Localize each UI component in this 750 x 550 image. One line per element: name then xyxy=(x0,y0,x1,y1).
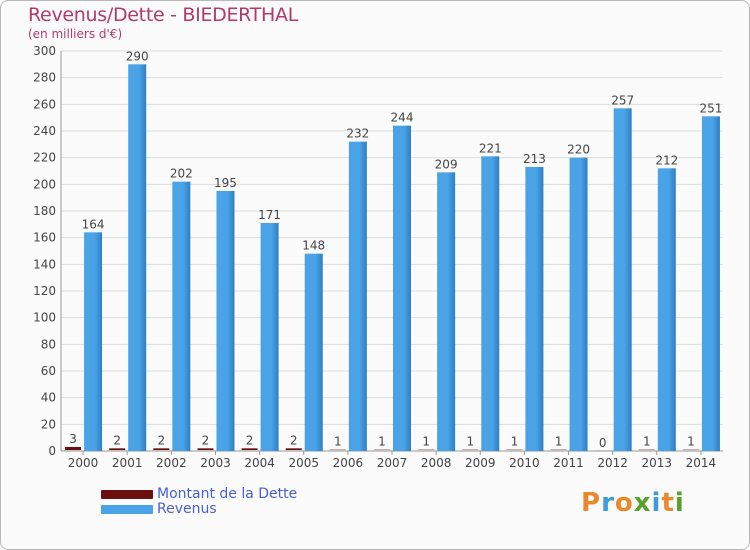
x-tick-label: 2009 xyxy=(465,456,496,470)
revenue-bar xyxy=(304,253,323,451)
revenue-data-label: 221 xyxy=(479,141,502,155)
revenue-bar xyxy=(260,223,279,451)
legend-label-revenue: Revenus xyxy=(157,501,217,517)
revenue-data-label: 171 xyxy=(258,208,281,222)
y-tick-label: 40 xyxy=(41,391,56,405)
revenue-bar xyxy=(437,172,456,452)
revenue-data-label: 148 xyxy=(302,239,325,253)
x-tick-label: 2014 xyxy=(686,456,717,470)
x-tick-label: 2010 xyxy=(509,456,540,470)
x-tick-label: 2002 xyxy=(156,456,187,470)
y-tick-label: 160 xyxy=(33,231,56,245)
y-tick-label: 240 xyxy=(33,124,56,138)
revenue-data-label: 251 xyxy=(699,101,722,115)
x-tick-label: 2008 xyxy=(421,456,452,470)
debt-data-label: 1 xyxy=(511,435,519,449)
revenue-data-label: 212 xyxy=(655,153,678,167)
revenue-bar xyxy=(84,232,103,451)
revenue-data-label: 213 xyxy=(523,152,546,166)
y-tick-label: 200 xyxy=(33,177,56,191)
debt-bar xyxy=(153,448,170,451)
revenue-data-label: 232 xyxy=(346,127,369,141)
y-tick-label: 20 xyxy=(41,417,56,431)
debt-data-label: 2 xyxy=(158,433,166,447)
legend-label-debt: Montant de la Dette xyxy=(157,486,298,502)
debt-bar xyxy=(285,448,302,451)
y-tick-label: 120 xyxy=(33,284,56,298)
revenue-data-label: 290 xyxy=(126,49,149,63)
y-tick-label: 260 xyxy=(33,97,56,111)
y-tick-label: 220 xyxy=(33,151,56,165)
revenue-bar xyxy=(657,168,676,452)
revenue-bar xyxy=(525,167,544,451)
x-tick-label: 2006 xyxy=(333,456,364,470)
revenue-bar xyxy=(393,125,411,452)
debt-data-label: 1 xyxy=(334,435,342,449)
logo-letter: x xyxy=(633,488,652,518)
chart-unit-label: (en milliers d'€) xyxy=(28,27,123,41)
chart-title: Revenus/Dette - BIEDERTHAL xyxy=(28,4,298,26)
debt-bar xyxy=(241,448,258,451)
revenue-bar xyxy=(348,141,367,451)
debt-data-label: 1 xyxy=(555,435,563,449)
y-tick-label: 140 xyxy=(33,257,56,271)
revenue-data-label: 164 xyxy=(82,217,105,231)
logo-letter: r xyxy=(601,488,615,518)
x-tick-label: 2003 xyxy=(200,456,231,470)
debt-bar xyxy=(197,448,214,451)
revenue-data-label: 257 xyxy=(611,93,634,107)
revenue-data-label: 220 xyxy=(567,143,590,157)
debt-bar xyxy=(109,448,126,451)
x-tick-label: 2012 xyxy=(597,456,628,470)
revenue-bar xyxy=(128,64,147,452)
revenue-bar xyxy=(613,108,632,451)
y-tick-label: 60 xyxy=(41,364,56,378)
x-tick-label: 2005 xyxy=(288,456,319,470)
y-tick-label: 80 xyxy=(41,337,56,351)
debt-data-label: 1 xyxy=(378,435,386,449)
debt-data-label: 3 xyxy=(69,432,77,446)
y-tick-label: 100 xyxy=(33,311,56,325)
revenue-bar xyxy=(216,191,235,451)
debt-data-label: 1 xyxy=(422,435,430,449)
revenue-data-label: 209 xyxy=(435,157,458,171)
x-tick-label: 2013 xyxy=(642,456,673,470)
y-tick-label: 280 xyxy=(33,71,56,85)
x-tick-label: 2007 xyxy=(377,456,408,470)
revenue-bar xyxy=(569,157,588,451)
debt-data-label: 2 xyxy=(113,433,121,447)
debt-data-label: 2 xyxy=(202,433,210,447)
logo-letter: P xyxy=(581,488,602,518)
revenue-data-label: 202 xyxy=(170,167,193,181)
debt-data-label: 2 xyxy=(290,433,298,447)
revenue-bar xyxy=(701,116,720,451)
legend-swatch-revenue xyxy=(101,505,153,514)
logo-letter: t xyxy=(661,488,675,518)
y-tick-label: 180 xyxy=(33,204,56,218)
x-tick-label: 2011 xyxy=(553,456,584,470)
debt-data-label: 2 xyxy=(246,433,254,447)
x-tick-label: 2001 xyxy=(112,456,143,470)
proxiti-logo: Proxiti xyxy=(581,488,685,518)
logo-letter: i xyxy=(674,488,685,518)
debt-data-label: 1 xyxy=(687,435,695,449)
revenue-bar xyxy=(481,156,500,452)
revenue-bar xyxy=(172,181,191,451)
x-tick-label: 2000 xyxy=(68,456,99,470)
debt-data-label: 1 xyxy=(643,435,651,449)
y-tick-label: 0 xyxy=(48,444,56,458)
y-tick-label: 300 xyxy=(33,44,56,58)
debt-data-label: 1 xyxy=(466,435,474,449)
debt-bar xyxy=(65,447,82,451)
revenue-data-label: 195 xyxy=(214,176,237,190)
debt-data-label: 0 xyxy=(599,436,607,450)
revenue-data-label: 244 xyxy=(391,111,414,125)
logo-letter: o xyxy=(614,488,634,518)
x-tick-label: 2004 xyxy=(244,456,275,470)
legend-swatch-debt xyxy=(101,490,153,499)
logo-letter: i xyxy=(651,488,662,518)
